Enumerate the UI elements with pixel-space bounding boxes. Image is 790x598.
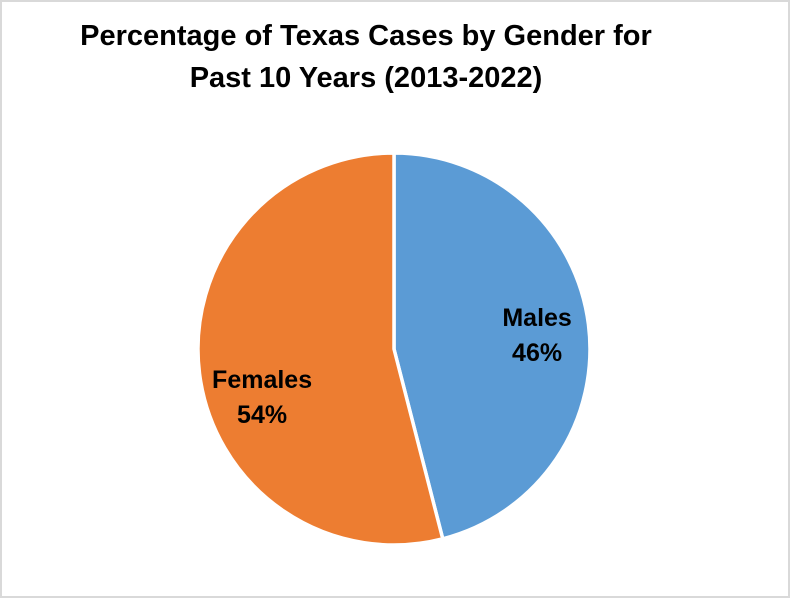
chart-title: Percentage of Texas Cases by Gender for … [2,15,730,99]
pie-slice-males [392,151,592,541]
chart-title-line2: Past 10 Years (2013-2022) [189,62,543,94]
chart-title-line1: Percentage of Texas Cases by Gender for [80,20,652,52]
pie-slice-females [196,151,445,547]
